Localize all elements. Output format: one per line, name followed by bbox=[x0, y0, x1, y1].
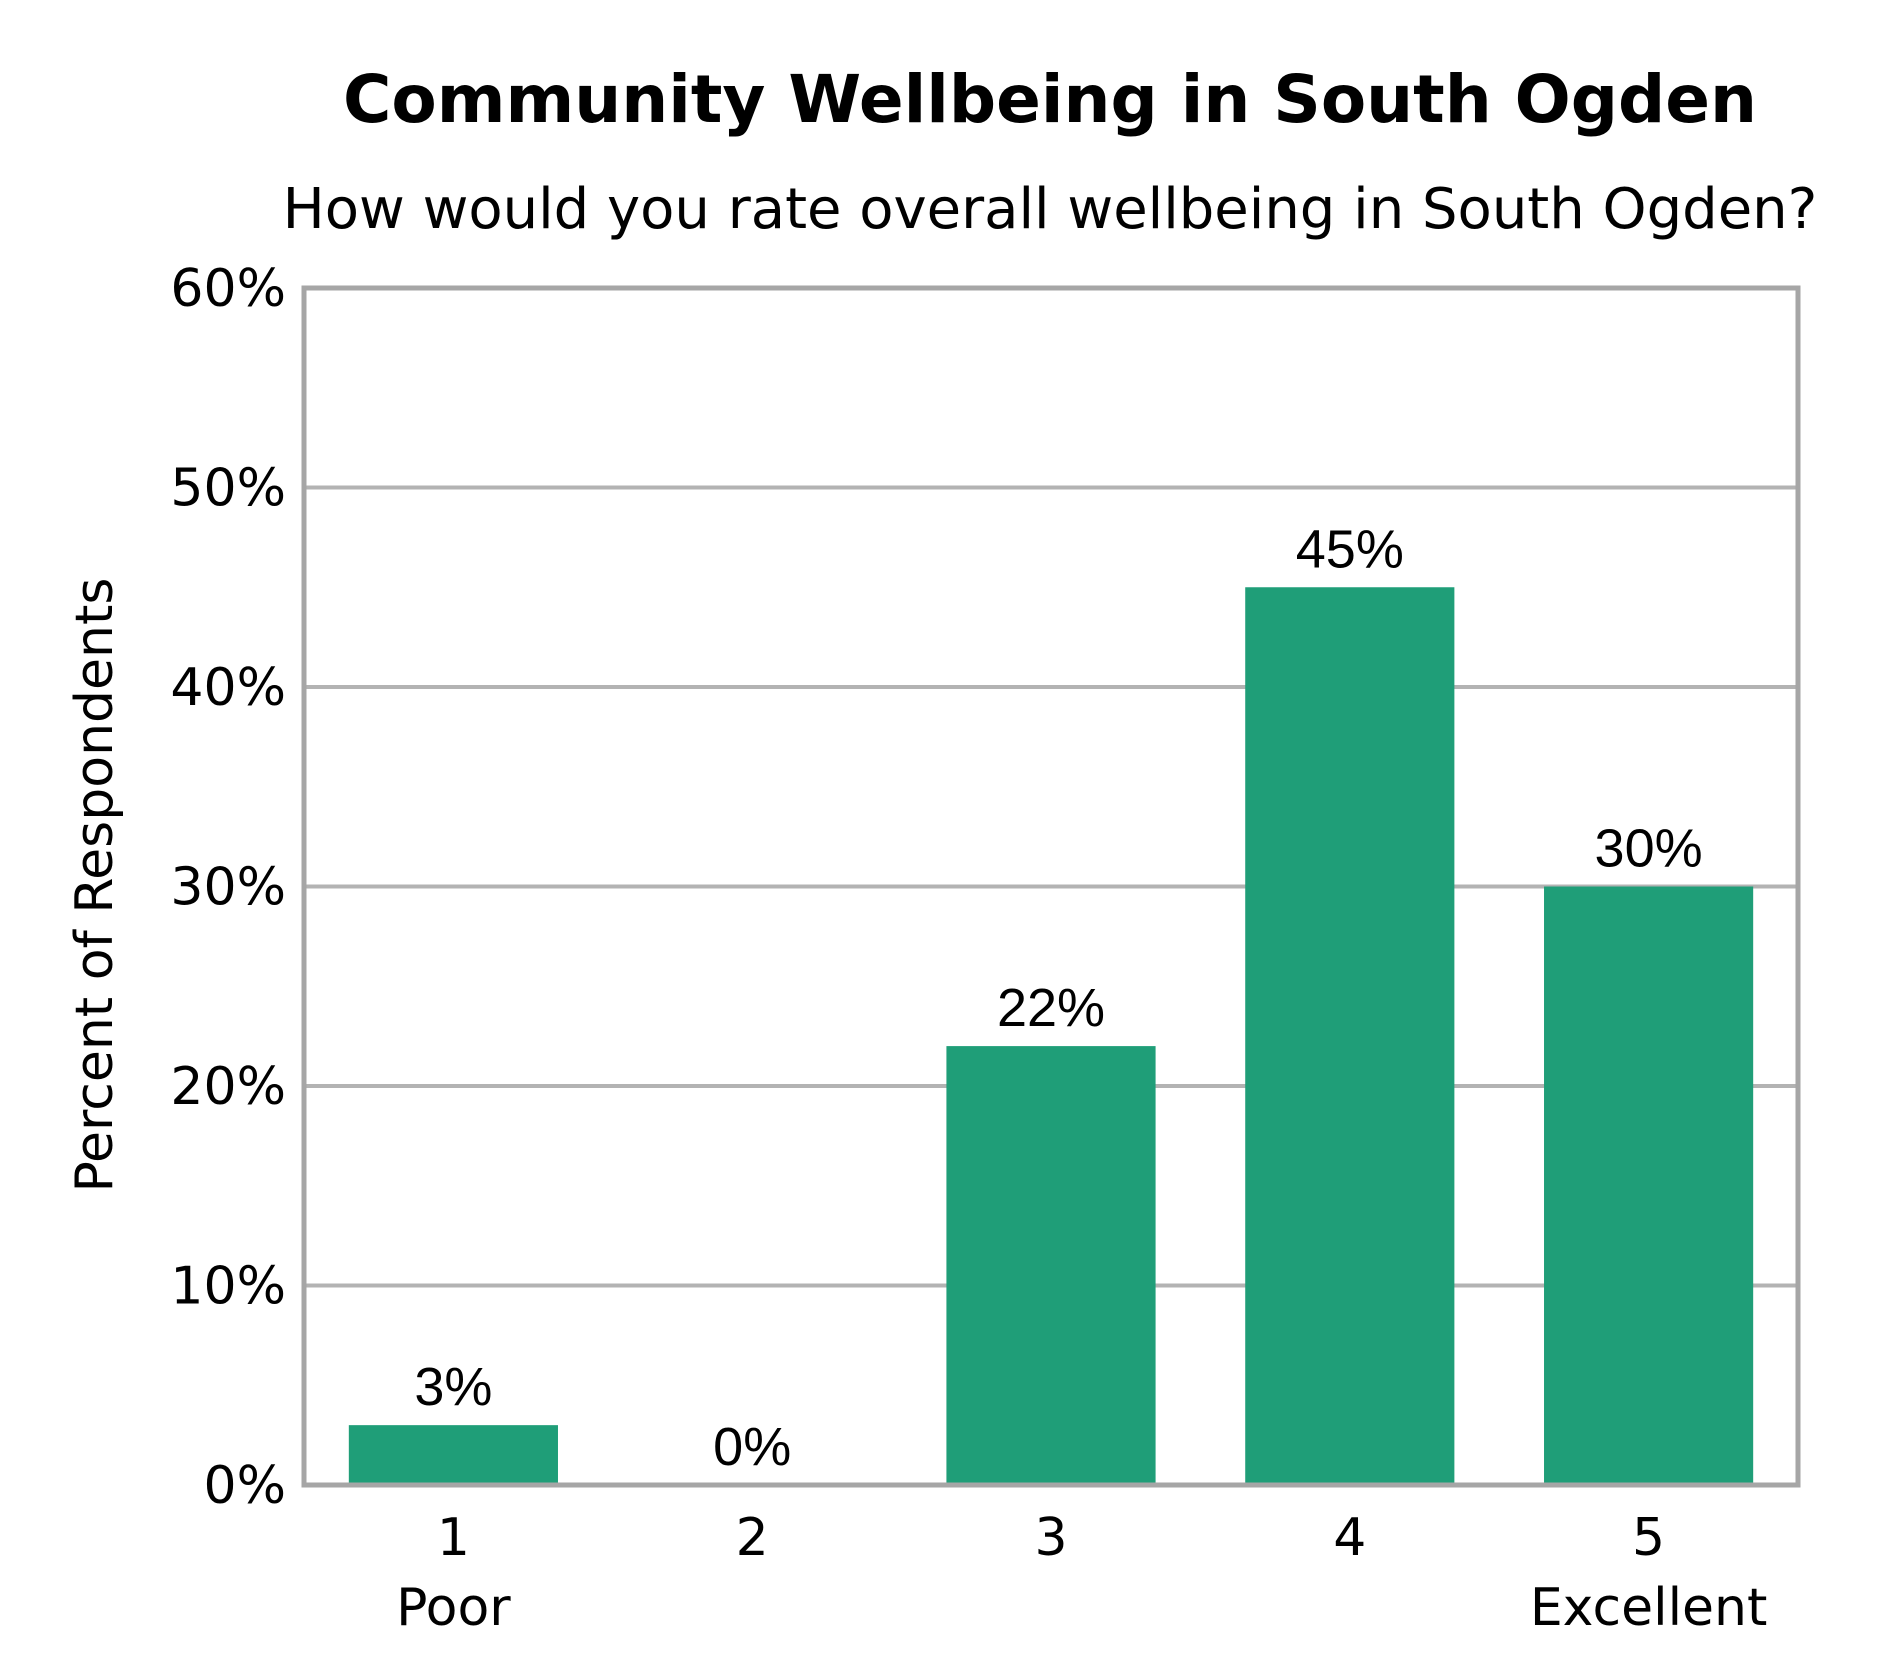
x-tick-label: 5 bbox=[1632, 1508, 1665, 1568]
bar-3 bbox=[946, 1046, 1156, 1485]
x-tick-sublabel: Poor bbox=[396, 1578, 511, 1638]
y-axis-label: Percent of Respondents bbox=[65, 578, 125, 1193]
y-axis-ticks: 0% 10% 20% 30% 40% 50% 60% bbox=[170, 259, 286, 1516]
data-label: 3% bbox=[414, 1357, 492, 1417]
y-tick-label: 50% bbox=[170, 459, 286, 519]
data-label: 30% bbox=[1595, 819, 1703, 879]
bar-1 bbox=[348, 1425, 558, 1485]
x-tick-label: 3 bbox=[1034, 1508, 1067, 1568]
data-label: 22% bbox=[997, 978, 1105, 1038]
plot-frame bbox=[301, 285, 1801, 1488]
x-tick-sublabel: Excellent bbox=[1530, 1578, 1768, 1638]
x-tick-label: 4 bbox=[1333, 1508, 1366, 1568]
bars bbox=[348, 587, 1754, 1485]
data-label: 0% bbox=[713, 1417, 791, 1477]
x-tick-label: 1 bbox=[437, 1508, 470, 1568]
y-tick-label: 20% bbox=[170, 1057, 286, 1117]
y-tick-label: 30% bbox=[170, 858, 286, 918]
y-tick-label: 40% bbox=[170, 658, 286, 718]
y-tick-label: 60% bbox=[170, 259, 286, 319]
y-tick-label: 0% bbox=[204, 1456, 287, 1516]
data-labels: 3% 0% 22% 45% 30% bbox=[414, 519, 1702, 1477]
chart-subtitle: How would you rate overall wellbeing in … bbox=[283, 177, 1818, 242]
x-tick-label: 2 bbox=[736, 1508, 769, 1568]
bar-5 bbox=[1544, 886, 1754, 1485]
y-tick-label: 10% bbox=[170, 1257, 286, 1317]
x-axis-ticks: 1 Poor 2 3 4 5 Excellent bbox=[396, 1508, 1767, 1638]
bar-4 bbox=[1245, 587, 1455, 1485]
chart-title: Community Wellbeing in South Ogden bbox=[343, 61, 1757, 138]
data-label: 45% bbox=[1296, 519, 1404, 579]
